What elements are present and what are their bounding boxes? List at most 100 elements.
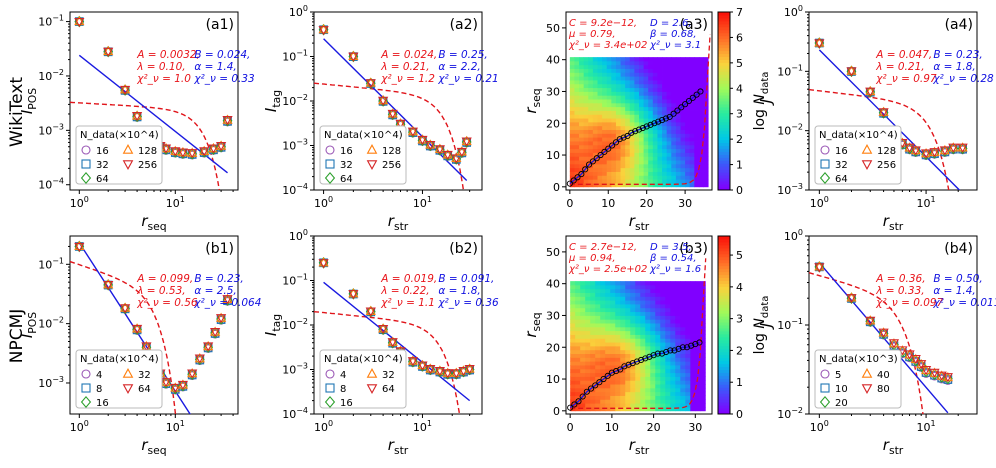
legend-title: N_data(×10^4) [80, 130, 159, 141]
heat-cell [685, 72, 691, 77]
heat-cell [645, 395, 651, 400]
heat-cell [634, 183, 640, 188]
heat-cell [630, 353, 636, 358]
heat-cell [590, 372, 596, 377]
x-tick-label: 100 [810, 195, 829, 210]
heat-cell [675, 60, 681, 66]
heat-cell [611, 137, 617, 142]
heat-cell [680, 91, 686, 96]
y-tick-label: 10−4 [38, 177, 64, 192]
data-point [119, 85, 131, 96]
heat-cell [698, 129, 704, 134]
heat-cell [690, 345, 696, 351]
colorbar-segment [718, 236, 730, 240]
heat-cell [602, 118, 608, 123]
heat-cell [690, 315, 696, 320]
heat-cell [655, 345, 661, 351]
heat-cell [588, 99, 594, 104]
heat-cell [575, 368, 581, 374]
x-tick-label: 0 [566, 197, 573, 210]
heat-cell [579, 163, 585, 169]
heat-cell [590, 407, 596, 412]
legend-title: N_data(×10^4) [324, 130, 403, 141]
colorbar-segment [718, 160, 730, 164]
colorbar-segment [718, 402, 730, 406]
heat-cell [680, 349, 686, 355]
heat-cell [680, 83, 686, 89]
heat-cell [662, 106, 668, 111]
heat-cell [662, 60, 668, 66]
heat-cell [570, 338, 576, 343]
heat-cell [680, 80, 686, 85]
colorbar-segment [718, 247, 730, 252]
colorbar-tick-label: 7 [736, 6, 743, 19]
heat-cell [639, 121, 645, 127]
heat-cell [639, 83, 645, 89]
heat-cell [689, 87, 695, 92]
heat-cell [569, 137, 575, 142]
blue-fit-param: B = 0.25, [438, 49, 487, 61]
data-point [103, 280, 114, 291]
heat-cell [569, 148, 575, 153]
heat-cell [685, 171, 691, 176]
heat-cell [666, 102, 672, 108]
heat-cell [620, 311, 626, 316]
heat-cell [597, 80, 603, 85]
heat-cell [605, 292, 611, 297]
heat-cell [620, 83, 626, 89]
heat-cell [569, 68, 575, 73]
heat-cell [680, 133, 686, 138]
heat-cell [630, 338, 636, 343]
heat-cell [680, 72, 686, 77]
heat-cell [645, 284, 651, 290]
heat-cell [700, 384, 706, 389]
colorbar-segment [718, 50, 730, 55]
blue-fit-param: β = 0.68, [649, 29, 697, 40]
heat-cell [583, 167, 589, 172]
heat-cell [685, 380, 691, 385]
data-point [878, 108, 889, 118]
heat-cell [690, 288, 696, 293]
heat-cell [575, 365, 581, 370]
colorbar-segment [718, 17, 730, 22]
heat-cell [695, 307, 701, 313]
heat-cell [615, 307, 621, 313]
heat-cell [602, 68, 608, 73]
heat-cell [592, 95, 598, 100]
heat-cell [629, 141, 635, 146]
heat-cell [590, 288, 596, 293]
heat-cell [600, 304, 606, 309]
heat-cell [675, 307, 681, 313]
heat-cell [680, 296, 686, 301]
colorbar-segment [718, 345, 730, 350]
mean-point [567, 404, 574, 411]
heat-cell [592, 87, 598, 92]
heat-cell [700, 281, 706, 286]
heat-cell [620, 345, 626, 351]
heat-cell [698, 183, 704, 188]
heat-cell [590, 342, 596, 347]
heat-cell [703, 137, 709, 142]
heat-cell [620, 99, 626, 104]
legend-marker [80, 171, 92, 185]
heat-cell [595, 399, 601, 404]
heat-cell [570, 361, 576, 366]
heat-cell [698, 152, 704, 157]
heat-cell [588, 64, 594, 69]
heat-cell [666, 175, 672, 180]
y-axis-label: Itag [262, 314, 283, 336]
heat-cell [650, 284, 656, 290]
colorbar-segment [718, 178, 730, 182]
heat-cell [625, 83, 631, 89]
heat-cell [694, 102, 700, 108]
heat-cell [639, 160, 645, 165]
heat-cell [675, 68, 681, 73]
heat-cell [703, 163, 709, 169]
heat-cell [650, 368, 656, 374]
data-point [365, 77, 376, 87]
heat-cell [648, 133, 654, 138]
heat-cell [685, 114, 691, 119]
heat-cell [680, 152, 686, 157]
